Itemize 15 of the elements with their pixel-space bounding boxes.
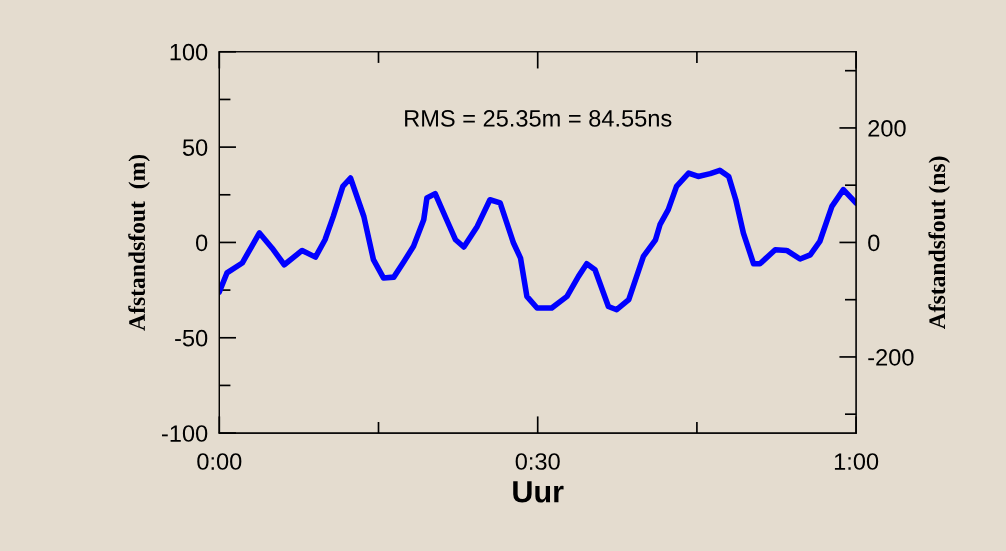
y2-tick-label: -200 bbox=[868, 349, 914, 366]
y-tick-label: 0 bbox=[195, 234, 208, 252]
y2-tick-label: 200 bbox=[868, 120, 906, 137]
x-tick-label: 0:00 bbox=[197, 453, 242, 470]
y-axis-title: Afstandsfout (m) bbox=[128, 154, 150, 331]
x-tick-label: 0:30 bbox=[515, 453, 560, 470]
annotation: RMS = 25.35m = 84.55ns bbox=[405, 110, 672, 127]
y2-tick-label: 0 bbox=[868, 234, 880, 252]
x-tick-label: 1:00 bbox=[834, 453, 879, 470]
y-tick-label: 100 bbox=[170, 43, 208, 61]
y-tick-label: 50 bbox=[182, 139, 208, 156]
x-axis-title: Uur bbox=[513, 481, 564, 503]
y-tick-label: -100 bbox=[161, 425, 208, 442]
y2-axis-title: Afstandsfout (ns) bbox=[928, 156, 951, 330]
y-tick-label: -50 bbox=[175, 329, 208, 347]
